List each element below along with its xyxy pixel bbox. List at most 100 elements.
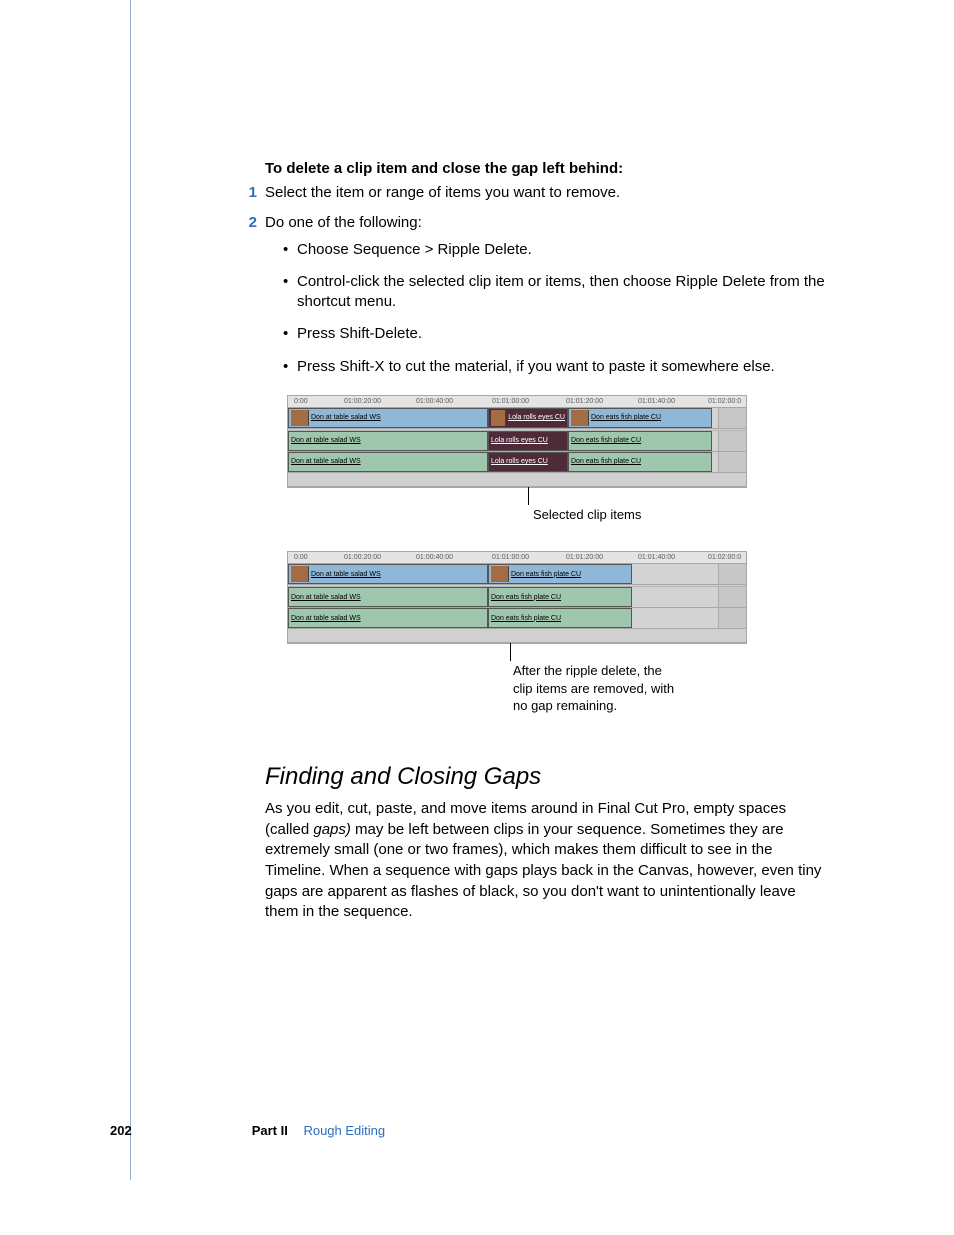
empty-track-region <box>632 564 718 584</box>
clip-label: Don at table salad WS <box>291 615 361 622</box>
audio-track-1: Don at table salad WS Don eats fish plate… <box>288 587 746 608</box>
section-body: As you edit, cut, paste, and move items … <box>265 799 825 923</box>
clip-label: Lola rolls eyes CU <box>508 414 565 421</box>
step-number: 1 <box>243 183 265 203</box>
bullet-item: • Press Shift-X to cut the material, if … <box>283 357 825 377</box>
step-number: 2 <box>243 213 265 233</box>
clip-label: Don eats fish plate CU <box>591 414 661 421</box>
ruler-tick: 01:00:20:00 <box>344 398 381 405</box>
timeline-ruler: 0:00 01:00:20:00 01:00:40:00 01:01:00:00 01:… <box>288 396 746 408</box>
audio-track-2: Don at table salad WS Lola rolls eyes CU D… <box>288 452 746 473</box>
video-track: Don at table salad WS Don eats fish plate… <box>288 564 746 585</box>
page-number: 202 <box>110 1123 132 1138</box>
ruler-tick: 01:01:40:00 <box>638 398 675 405</box>
timeline-clip[interactable]: Lola rolls eyes CU <box>488 452 568 472</box>
video-track: Don at table salad WS Lola rolls eyes CU D… <box>288 408 746 429</box>
ruler-tick: 01:01:20:00 <box>566 398 603 405</box>
clip-label: Don eats fish plate CU <box>511 571 581 578</box>
bullet-item: • Control-click the selected clip item o… <box>283 272 825 313</box>
track-tail <box>718 564 746 584</box>
ruler-tick: 01:00:40:00 <box>416 554 453 561</box>
footer-part: Part II Rough Editing <box>252 1123 385 1138</box>
empty-track <box>288 473 746 487</box>
ruler-tick: 01:02:00:0 <box>708 554 741 561</box>
timeline-clip[interactable]: Don at table salad WS <box>288 431 488 451</box>
clip-label: Don at table salad WS <box>291 437 361 444</box>
clip-label: Don eats fish plate CU <box>571 458 641 465</box>
left-margin-rule <box>130 0 131 1180</box>
ruler-tick: 01:00:40:00 <box>416 398 453 405</box>
timeline-ruler: 0:00 01:00:20:00 01:00:40:00 01:01:00:00 01:… <box>288 552 746 564</box>
empty-track-region <box>632 587 718 607</box>
callout-before: Selected clip items <box>287 488 747 524</box>
step-text: Select the item or range of items you wa… <box>265 183 825 203</box>
section-heading: Finding and Closing Gaps <box>265 763 825 791</box>
track-tail <box>718 431 746 451</box>
track-tail <box>718 452 746 472</box>
ruler-tick: 01:02:00:0 <box>708 398 741 405</box>
timeline-clip[interactable]: Don at table salad WS <box>288 408 488 428</box>
timeline-clip[interactable]: Don eats fish plate CU <box>568 452 712 472</box>
clip-label: Don eats fish plate CU <box>571 437 641 444</box>
track-tail <box>718 587 746 607</box>
empty-track-region <box>632 608 718 628</box>
bullet-list: • Choose Sequence > Ripple Delete. • Con… <box>283 240 825 377</box>
bullet-text: Choose Sequence > Ripple Delete. <box>297 240 825 260</box>
timeline-clip[interactable]: Don at table salad WS <box>288 608 488 628</box>
clip-thumbnail <box>491 410 506 426</box>
timeline-clip[interactable]: Don at table salad WS <box>288 564 488 584</box>
timeline-clip[interactable]: Lola rolls eyes CU <box>488 408 568 428</box>
ruler-tick: 01:01:40:00 <box>638 554 675 561</box>
clip-thumbnail <box>491 566 509 582</box>
callout-after: After the ripple delete, the clip items … <box>287 644 747 715</box>
bullet-marker: • <box>283 357 297 377</box>
clip-thumbnail <box>291 566 309 582</box>
step-row: 2 Do one of the following: <box>265 213 825 233</box>
callout-text: Selected clip items <box>287 488 747 524</box>
bullet-marker: • <box>283 324 297 344</box>
ruler-tick: 01:01:00:00 <box>492 398 529 405</box>
empty-track <box>288 629 746 643</box>
ruler-tick: 0:00 <box>294 398 308 405</box>
timeline-clip[interactable]: Don eats fish plate CU <box>568 408 712 428</box>
procedure-heading: To delete a clip item and close the gap … <box>265 160 825 177</box>
ruler-tick: 0:00 <box>294 554 308 561</box>
timeline-clip[interactable]: Don eats fish plate CU <box>488 608 632 628</box>
clip-label: Don at table salad WS <box>291 458 361 465</box>
clip-label: Don at table salad WS <box>311 414 381 421</box>
timeline-clip[interactable]: Don eats fish plate CU <box>488 587 632 607</box>
bullet-item: • Choose Sequence > Ripple Delete. <box>283 240 825 260</box>
timeline-clip[interactable]: Don at table salad WS <box>288 587 488 607</box>
part-label: Part II <box>252 1123 288 1138</box>
ruler-tick: 01:00:20:00 <box>344 554 381 561</box>
page-content: To delete a clip item and close the gap … <box>265 160 825 923</box>
ruler-tick: 01:01:20:00 <box>566 554 603 561</box>
clip-label: Don at table salad WS <box>291 594 361 601</box>
bullet-text: Press Shift-Delete. <box>297 324 825 344</box>
timeline-before-figure: 0:00 01:00:20:00 01:00:40:00 01:01:00:00 01:… <box>287 395 747 488</box>
clip-label: Don eats fish plate CU <box>491 615 561 622</box>
clip-label: Don at table salad WS <box>311 571 381 578</box>
step-text: Do one of the following: <box>265 213 825 233</box>
timeline-clip[interactable]: Don at table salad WS <box>288 452 488 472</box>
part-title: Rough Editing <box>303 1123 385 1138</box>
timeline-after-figure: 0:00 01:00:20:00 01:00:40:00 01:01:00:00 01:… <box>287 551 747 644</box>
section-body-italic: gaps) <box>313 821 351 838</box>
ruler-tick: 01:01:00:00 <box>492 554 529 561</box>
timeline-clip[interactable]: Lola rolls eyes CU <box>488 431 568 451</box>
clip-label: Don eats fish plate CU <box>491 594 561 601</box>
clip-thumbnail <box>291 410 309 426</box>
timeline-clip[interactable]: Don eats fish plate CU <box>488 564 632 584</box>
bullet-text: Control-click the selected clip item or … <box>297 272 825 313</box>
bullet-text: Press Shift-X to cut the material, if yo… <box>297 357 825 377</box>
bullet-item: • Press Shift-Delete. <box>283 324 825 344</box>
clip-label: Lola rolls eyes CU <box>491 437 548 444</box>
callout-text: After the ripple delete, the clip items … <box>287 644 677 715</box>
clip-label: Lola rolls eyes CU <box>491 458 548 465</box>
track-tail <box>718 608 746 628</box>
clip-thumbnail <box>571 410 589 426</box>
bullet-marker: • <box>283 272 297 313</box>
step-row: 1 Select the item or range of items you … <box>265 183 825 203</box>
audio-track-2: Don at table salad WS Don eats fish plate… <box>288 608 746 629</box>
timeline-clip[interactable]: Don eats fish plate CU <box>568 431 712 451</box>
